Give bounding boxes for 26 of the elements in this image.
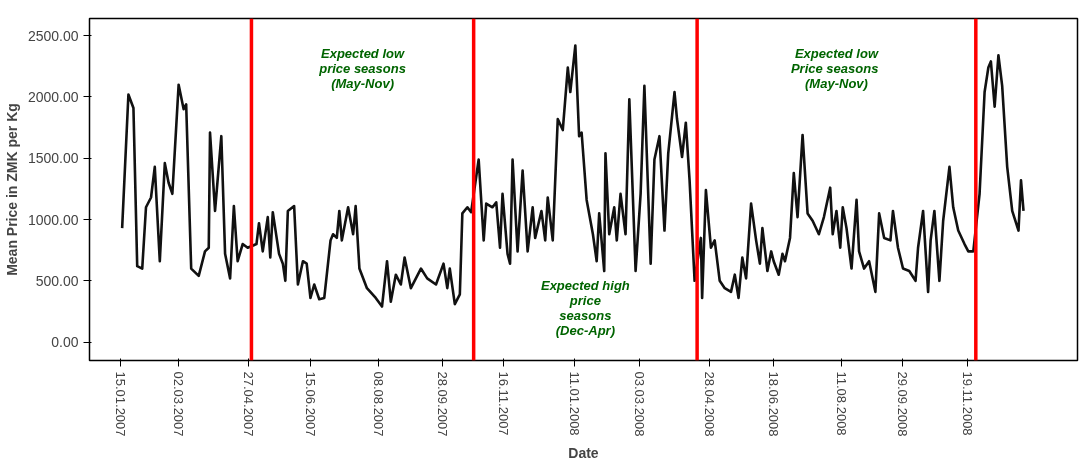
y-tick-label: 1000.00 [27,211,79,228]
x-tick-label: 27.04.2007 [241,371,257,437]
x-tick-label: 28.09.2007 [434,371,450,437]
y-tick-label: 0.00 [51,334,79,351]
x-tick-label: 29.09.2008 [895,371,911,437]
x-tick-label: 16.11.2007 [496,371,512,436]
x-axis-title: Date [568,444,599,461]
x-tick-label: 15.01.2007 [113,371,129,437]
y-tick-label: 500.00 [35,272,79,289]
x-tick-label: 18.06.2008 [766,371,782,437]
line-series [120,44,1025,308]
x-tick-label: 28.04.2008 [702,371,718,437]
x-tick-label: 11.01.2008 [566,371,582,436]
annotation: Expected low Price seasons (May-Nov) [790,45,879,91]
y-axis-title: Mean Price in ZMK per Kg [3,103,20,276]
x-tick-label: 08.08.2007 [370,371,386,437]
y-tick-label: 2000.00 [27,88,79,105]
x-tick-label: 15.06.2007 [302,371,318,437]
x-tick-label: 11.08.2008 [833,371,849,436]
annotation: Expected high price seasons (Dec-Apr) [540,278,630,339]
y-tick-label: 1500.00 [27,150,79,167]
annotation: Expected low price seasons (May-Nov) [318,45,406,91]
x-tick-label: 03.03.2008 [631,371,647,437]
x-tick-label: 19.11.2008 [959,371,975,436]
x-tick-label: 02.03.2007 [171,371,187,437]
y-tick-label: 2500.00 [27,27,79,44]
